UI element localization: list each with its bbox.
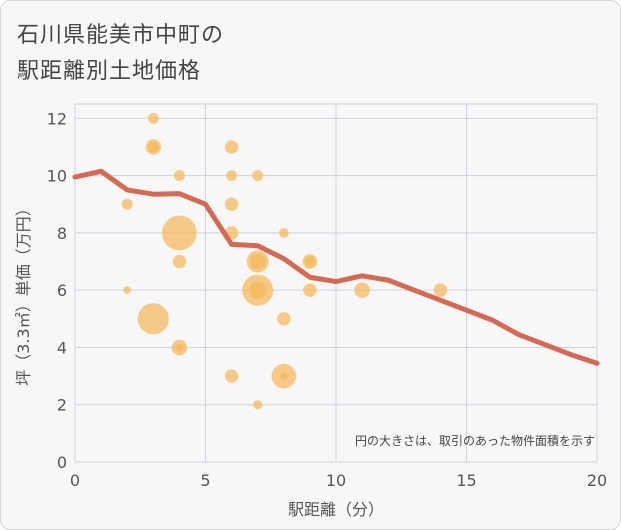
bubble: [249, 281, 267, 299]
bubble: [433, 283, 448, 297]
tick-labels: 0 5 10 15 20 0 2 4 6 8 10 12: [47, 109, 608, 490]
y-axis-label: 坪（3.3㎡）単価（万円）: [14, 200, 33, 385]
bubble: [162, 215, 197, 251]
bubble: [226, 170, 238, 182]
bubble: [123, 286, 132, 295]
bubble: [249, 253, 266, 270]
bubble: [277, 312, 291, 326]
y-tick-label: 8: [57, 224, 67, 243]
y-tick-label: 2: [57, 396, 67, 415]
y-tick-label: 4: [57, 338, 67, 357]
bubble: [224, 369, 239, 383]
bubble: [224, 197, 239, 211]
bubble: [253, 400, 263, 410]
bubble: [137, 303, 169, 335]
bubble: [354, 282, 370, 298]
x-tick-label: 5: [200, 471, 210, 490]
x-tick-label: 20: [587, 471, 607, 490]
y-tick-label: 10: [47, 167, 67, 186]
bubble: [303, 283, 317, 297]
x-tick-label: 10: [326, 471, 346, 490]
grid-lines: [74, 103, 598, 463]
chart-title-line1: 石川県能美市中町の: [17, 23, 225, 48]
bubble-layer: [121, 112, 448, 410]
bubble: [173, 170, 185, 182]
x-tick-label: 0: [70, 471, 80, 490]
bubble: [147, 141, 159, 153]
x-axis-label: 駅距離（分）: [288, 500, 384, 519]
bubble: [279, 372, 288, 380]
bubble: [121, 198, 133, 210]
y-tick-label: 12: [47, 109, 67, 128]
bubble: [224, 140, 239, 154]
bubble-size-note: 円の大きさは、取引のあった物件面積を示す: [355, 433, 595, 448]
bubble: [252, 170, 264, 182]
x-tick-label: 15: [456, 471, 476, 490]
bubble: [278, 227, 289, 238]
bubble: [147, 112, 159, 124]
bubble: [304, 256, 316, 268]
bubble: [172, 254, 187, 269]
y-tick-label: 0: [57, 453, 67, 472]
y-tick-label: 6: [57, 281, 67, 300]
bubble: [175, 343, 184, 352]
chart-title-line2: 駅距離別土地価格: [17, 59, 202, 84]
trend-line: [72, 168, 600, 366]
